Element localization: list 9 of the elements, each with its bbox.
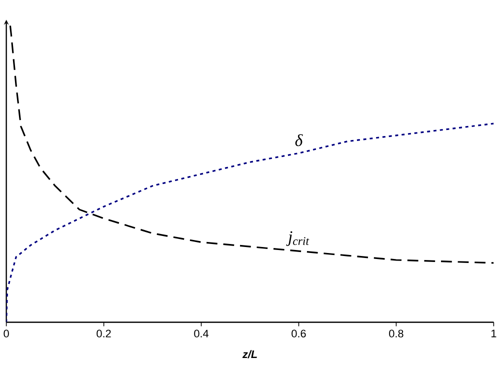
- x-tick-label: 0.4: [194, 329, 208, 338]
- x-tick-label: 0.2: [96, 329, 111, 338]
- x-tick-label: 0.8: [389, 329, 404, 338]
- x-tick-label: 1: [491, 329, 496, 337]
- series-label: j$_{crit}$: [286, 231, 310, 246]
- x-tick-label: 0.6: [292, 329, 306, 338]
- x-axis-title: z/L: [242, 350, 257, 358]
- x-tick-label: 0: [4, 329, 9, 338]
- series-label: δ: [295, 134, 303, 146]
